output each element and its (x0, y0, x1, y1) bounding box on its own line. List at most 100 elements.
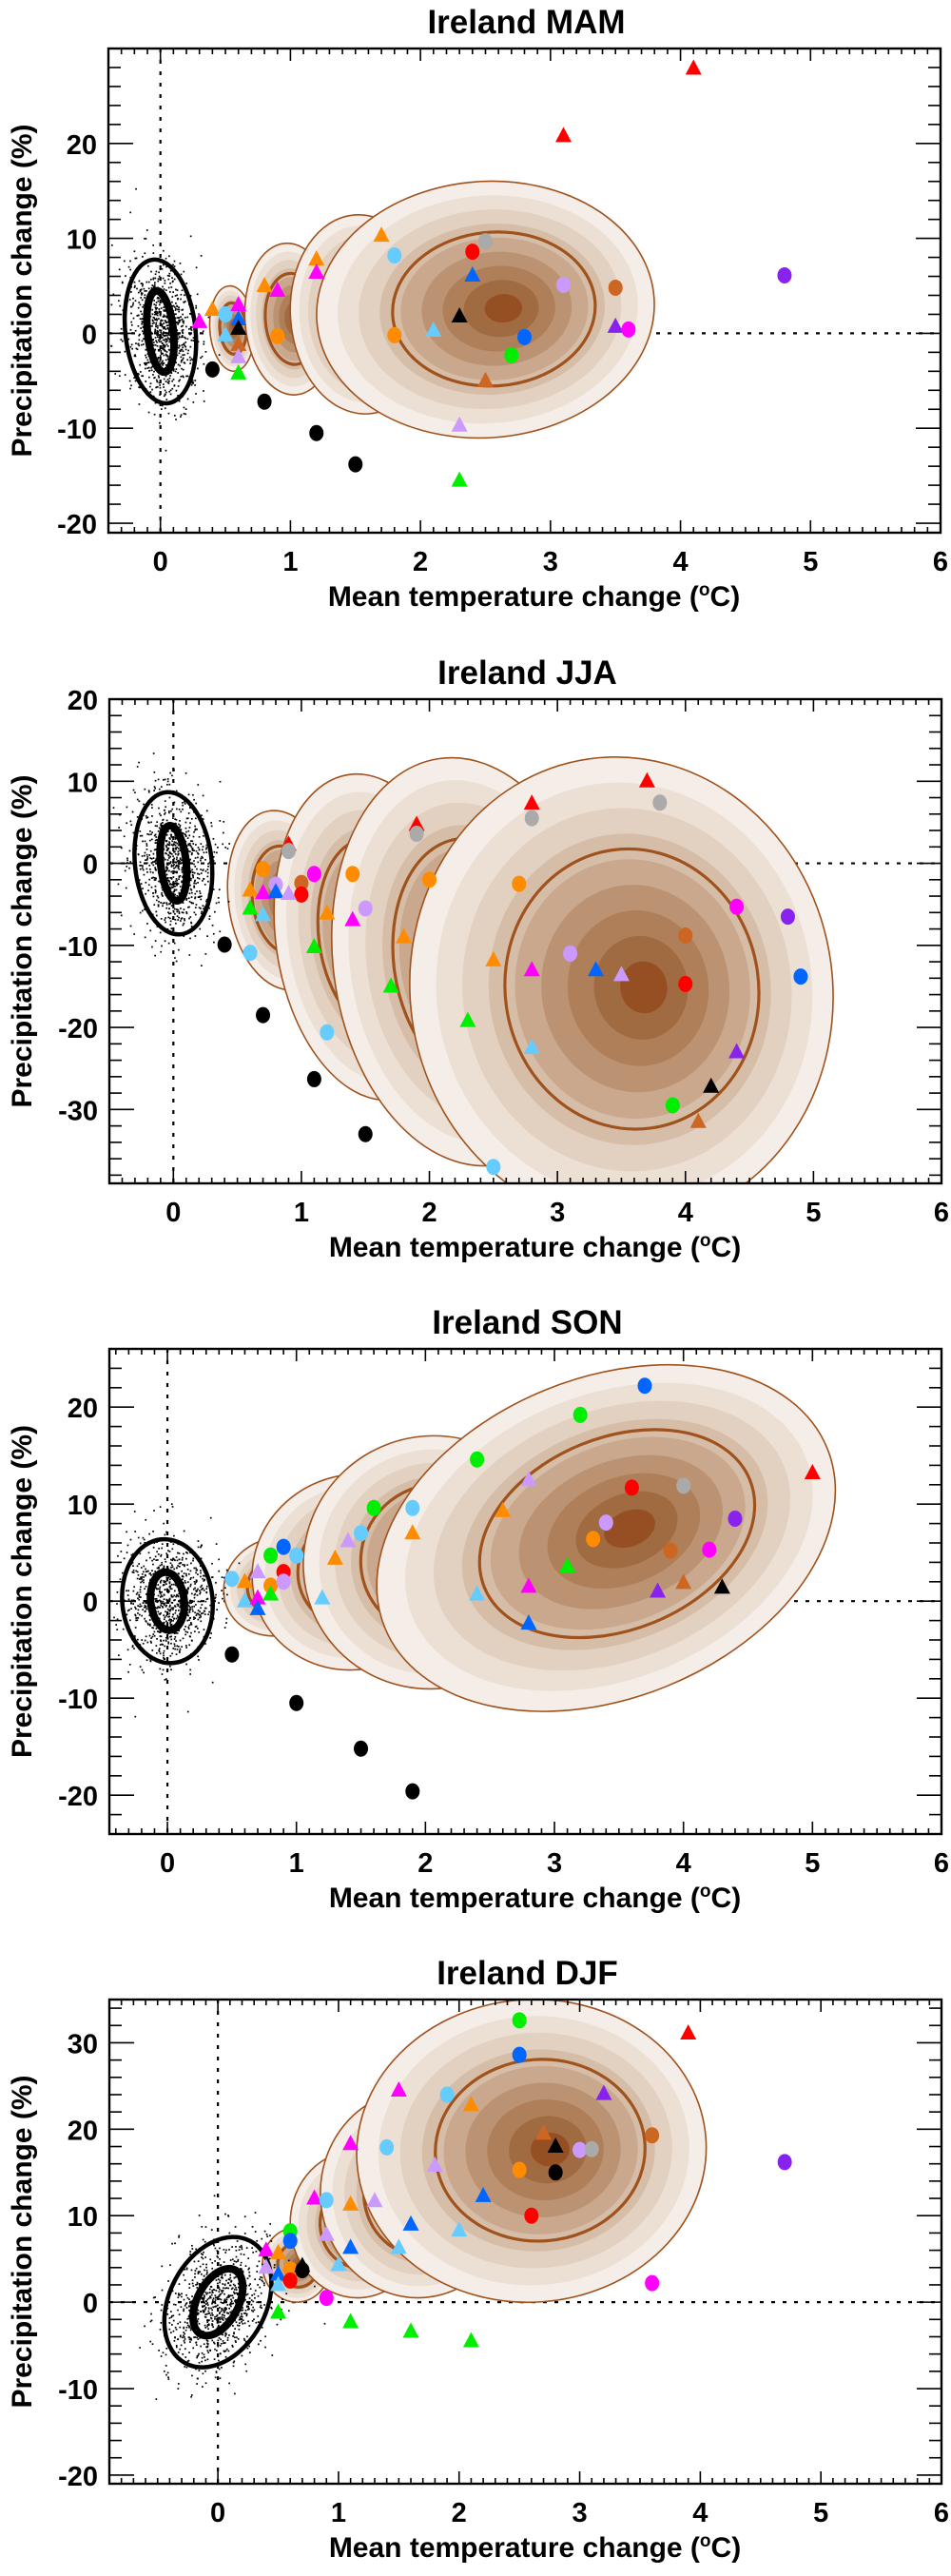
variability-sample (225, 2249, 227, 2252)
variability-sample (177, 2388, 180, 2390)
variability-sample (137, 1605, 139, 1607)
variability-sample (197, 2271, 200, 2274)
variability-sample (151, 861, 154, 864)
y-tick-label: -10 (57, 415, 97, 445)
variability-sample (141, 322, 143, 325)
variability-sample (165, 2347, 168, 2350)
variability-sample (234, 2284, 236, 2287)
variability-sample (245, 2313, 248, 2315)
data-point-triangle (451, 471, 468, 487)
variability-sample (134, 1715, 137, 1718)
variability-sample (216, 2317, 219, 2320)
variability-sample (158, 807, 160, 810)
variability-sample (167, 916, 170, 919)
variability-sample (160, 902, 162, 904)
variability-sample (153, 771, 156, 773)
variability-sample (184, 2356, 187, 2358)
variability-sample (145, 363, 147, 366)
variability-sample (152, 876, 155, 879)
variability-sample (206, 871, 209, 874)
data-point-circle (224, 1646, 240, 1663)
variability-sample (212, 2297, 215, 2300)
variability-sample (152, 1627, 155, 1630)
data-point-circle (345, 866, 360, 883)
x-tick-label: 4 (678, 1198, 693, 1228)
variability-sample (280, 2318, 282, 2321)
variability-sample (161, 1643, 164, 1646)
variability-sample (181, 870, 184, 873)
variability-sample (120, 327, 123, 330)
variability-sample (185, 1557, 187, 1560)
variability-sample (229, 2294, 232, 2297)
data-point-circle (319, 2290, 334, 2307)
data-point-circle (729, 898, 745, 915)
variability-sample (166, 355, 169, 357)
variability-sample (178, 1565, 181, 1568)
variability-sample (204, 1579, 205, 1581)
variability-sample (156, 381, 159, 382)
variability-sample (219, 2297, 221, 2300)
data-point-circle (524, 2207, 539, 2224)
variability-sample (182, 802, 184, 804)
variability-sample (235, 2292, 238, 2294)
variability-sample (124, 869, 126, 872)
variability-sample (168, 907, 170, 910)
variability-sample (160, 824, 163, 827)
variability-sample (211, 2301, 214, 2304)
variability-sample (173, 260, 176, 263)
variability-sample (159, 1600, 162, 1603)
variability-sample (191, 2282, 194, 2285)
variability-sample (146, 281, 148, 283)
variability-sample (129, 260, 131, 263)
variability-sample (181, 868, 184, 871)
projection-distribution-4 (409, 756, 834, 1183)
variability-sample (146, 853, 148, 856)
variability-sample (211, 2267, 214, 2270)
variability-sample (138, 339, 141, 342)
variability-sample (119, 304, 122, 307)
data-point-triangle (342, 2195, 359, 2211)
variability-sample (200, 2345, 203, 2348)
variability-sample (185, 897, 188, 900)
variability-sample (170, 1635, 172, 1638)
variability-sample (154, 331, 156, 333)
data-point-circle (512, 2046, 527, 2063)
data-point-triangle (588, 961, 605, 977)
variability-sample (190, 2269, 193, 2272)
variability-sample (220, 2310, 223, 2313)
variability-sample (189, 2329, 192, 2332)
variability-sample (169, 1622, 171, 1624)
variability-sample (199, 2265, 202, 2268)
data-point-triangle (485, 950, 502, 966)
variability-sample (170, 1583, 173, 1586)
variability-sample (190, 840, 192, 842)
variability-sample (189, 1570, 192, 1572)
data-point-circle (780, 908, 795, 926)
variability-sample (178, 892, 181, 895)
variability-sample (163, 849, 165, 850)
variability-sample (131, 1561, 134, 1564)
variability-sample (197, 367, 199, 370)
variability-sample (166, 859, 169, 861)
variability-sample (239, 2316, 242, 2319)
variability-sample (175, 288, 177, 291)
variability-sample (149, 857, 152, 859)
variability-sample (225, 2308, 227, 2311)
variability-sample (181, 343, 184, 346)
variability-sample (142, 256, 144, 258)
variability-sample (195, 2248, 197, 2251)
variability-sample (145, 1599, 147, 1602)
variability-sample (146, 816, 149, 819)
variability-sample (203, 390, 204, 392)
x-axis-title: Mean temperature change (oC) (329, 1231, 741, 1263)
variability-sample (143, 287, 146, 290)
variability-sample (313, 2285, 316, 2288)
data-point-circle (777, 2154, 792, 2171)
variability-sample (165, 869, 167, 872)
variability-sample (221, 1590, 223, 1591)
variability-sample (243, 2337, 245, 2340)
variability-sample (186, 375, 189, 378)
variability-sample (232, 2291, 235, 2293)
variability-sample (206, 2304, 209, 2306)
variability-sample (242, 2270, 244, 2273)
